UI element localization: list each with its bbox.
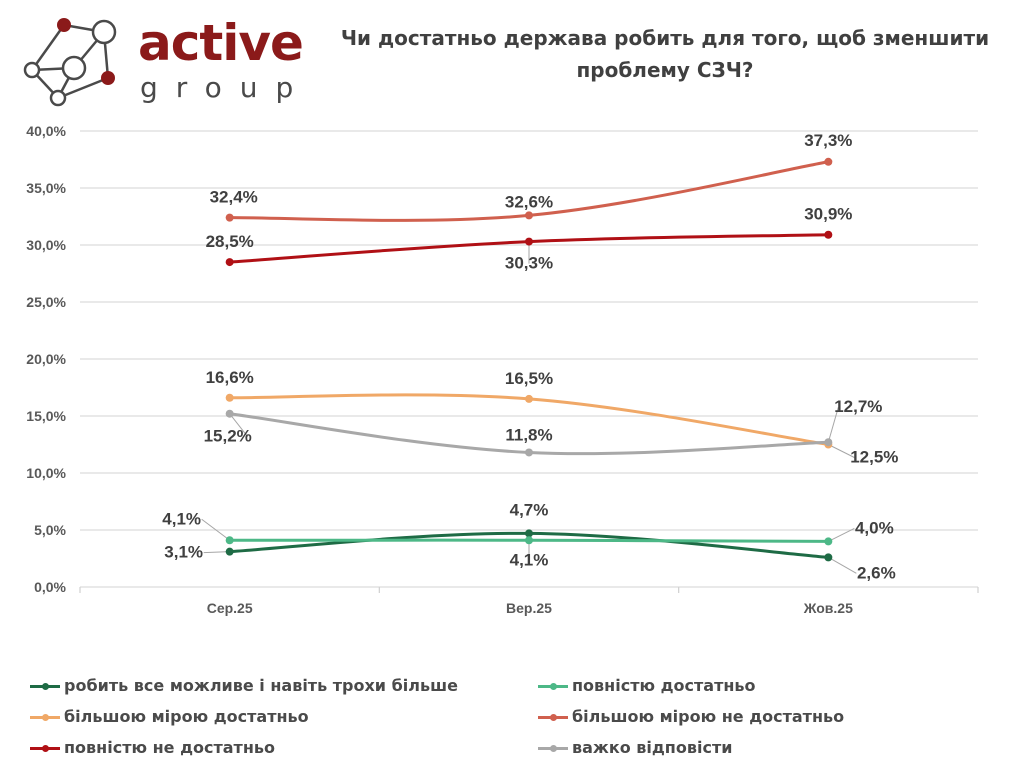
data-label: 15,2% (204, 427, 252, 446)
data-point (525, 237, 533, 246)
y-tick-label: 40,0% (26, 123, 66, 139)
legend-marker-icon (538, 709, 568, 725)
data-point (525, 394, 533, 403)
legend-item: робить все можливе і навіть трохи більше (30, 676, 458, 695)
data-label: 16,5% (505, 369, 553, 388)
data-label: 3,1% (164, 543, 203, 562)
logo: active group (18, 14, 318, 109)
data-point (824, 537, 833, 546)
data-label: 28,5% (206, 232, 254, 251)
data-point (824, 230, 833, 239)
legend-label: робить все можливе і навіть трохи більше (64, 676, 458, 695)
data-label: 37,3% (804, 131, 852, 150)
leader-line (827, 407, 839, 443)
legend-item: повністю достатньо (538, 676, 756, 695)
data-label: 11,8% (505, 425, 552, 444)
data-point (225, 258, 234, 267)
data-label: 4,7% (510, 500, 549, 519)
legend-label: більшою мірою достатньо (64, 707, 309, 726)
legend-marker-icon (30, 709, 60, 725)
legend-marker-icon (538, 740, 568, 756)
leader-line (201, 518, 230, 541)
data-label: 32,4% (210, 188, 258, 207)
data-label: 32,6% (505, 192, 553, 211)
y-tick-label: 0,0% (34, 579, 66, 595)
data-label: 4,1% (510, 550, 549, 569)
data-label: 4,1% (162, 509, 201, 528)
legend-marker-icon (30, 740, 60, 756)
data-point (824, 553, 833, 562)
data-label: 2,6% (857, 563, 896, 582)
y-tick-label: 10,0% (26, 465, 66, 481)
legend-item: важко відповісти (538, 738, 732, 757)
network-nodes-icon (23, 18, 117, 107)
leader-line (229, 413, 249, 438)
x-tick-label: Сер.25 (207, 600, 253, 616)
legend-label: повністю достатньо (572, 676, 756, 695)
data-point (225, 536, 234, 545)
legend-item: більшою мірою достатньо (30, 707, 309, 726)
data-label: 12,5% (850, 448, 898, 467)
legend-label: більшою мірою не достатньо (572, 707, 845, 726)
logo-text: active (138, 14, 304, 72)
data-point (225, 547, 234, 556)
data-point (824, 438, 833, 447)
data-point (225, 409, 234, 418)
data-label: 30,9% (804, 205, 852, 224)
legend-label: важко відповісти (572, 738, 733, 757)
x-tick-label: Жов.25 (803, 600, 853, 616)
data-point (525, 448, 533, 457)
data-label: 4,0% (855, 518, 894, 537)
y-tick-label: 35,0% (26, 180, 66, 196)
chart-title: Чи достатньо держава робить для того, що… (340, 26, 990, 82)
x-tick-label: Вер.25 (506, 600, 552, 616)
legend-label: повністю не достатньо (64, 738, 275, 757)
data-point (225, 213, 234, 222)
y-tick-label: 25,0% (26, 294, 66, 310)
leader-line (828, 444, 855, 458)
logo-subtext: group (140, 71, 312, 104)
data-point (824, 157, 833, 166)
data-label: 16,6% (206, 368, 254, 387)
data-label: 12,7% (834, 397, 882, 416)
leader-line (828, 527, 855, 542)
data-point (525, 211, 533, 220)
y-tick-label: 5,0% (34, 522, 66, 538)
legend-item: повністю не достатньо (30, 738, 275, 757)
legend-item: більшою мірою не достатньо (538, 707, 844, 726)
leader-line (203, 551, 230, 554)
data-point (525, 536, 533, 545)
legend-marker-icon (30, 678, 60, 694)
legend-marker-icon (538, 678, 568, 694)
data-point (225, 393, 234, 402)
leader-line (828, 556, 857, 574)
data-label: 30,3% (505, 254, 553, 273)
y-tick-label: 30,0% (26, 237, 66, 253)
y-tick-label: 15,0% (26, 408, 66, 424)
data-point (525, 529, 533, 538)
y-tick-label: 20,0% (26, 351, 66, 367)
